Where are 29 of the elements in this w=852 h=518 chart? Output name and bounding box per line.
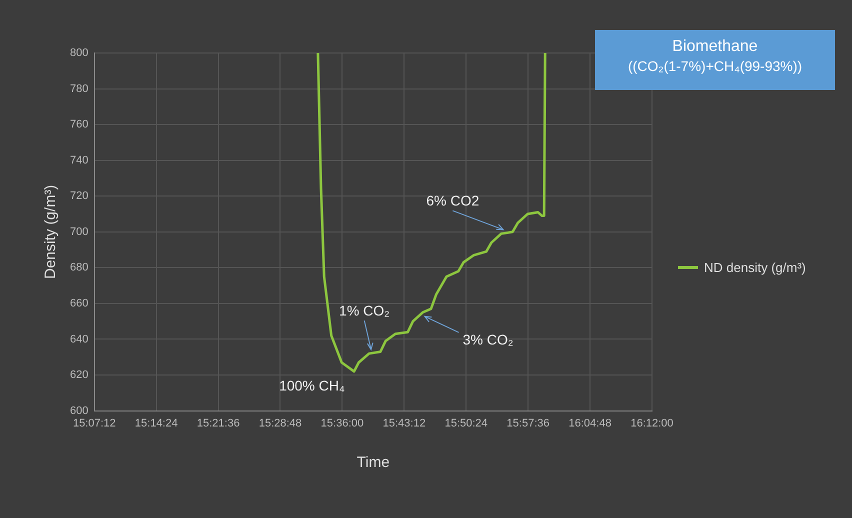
x-tick-label: 15:43:12 — [382, 417, 426, 430]
title-box: Biomethane ((CO₂(1-7%)+CH₄(99-93%)) — [595, 30, 835, 90]
annotation: 3% CO₂ — [462, 331, 514, 348]
x-tick-label: 15:14:24 — [134, 417, 178, 430]
annotation: 100% CH₄ — [279, 377, 345, 394]
x-axis-title: Time — [356, 454, 390, 472]
y-tick-label: 760 — [70, 118, 88, 131]
y-tick-label: 640 — [70, 333, 88, 346]
y-tick-label: 660 — [70, 297, 88, 310]
y-tick-label: 800 — [70, 47, 88, 60]
annotation: 1% CO₂ — [339, 302, 390, 318]
x-tick-label: 16:12:00 — [630, 417, 674, 430]
y-axis-title: Density (g/m³) — [42, 184, 60, 279]
y-tick-label: 780 — [70, 82, 88, 95]
y-tick-label: 720 — [70, 190, 88, 202]
x-tick-label: 16:04:48 — [568, 417, 612, 430]
y-tick-label: 620 — [70, 369, 88, 382]
y-tick-label: 740 — [70, 154, 88, 166]
annotation: 6% CO2 — [426, 192, 480, 209]
x-tick-label: 15:07:12 — [72, 417, 116, 430]
x-tick-label: 15:50:24 — [444, 417, 488, 430]
y-tick-label: 680 — [70, 262, 88, 274]
y-tick-label: 600 — [70, 404, 88, 417]
x-tick-label: 15:28:48 — [258, 417, 302, 430]
x-tick-label: 15:57:36 — [506, 417, 550, 430]
y-tick-label: 700 — [70, 226, 88, 238]
legend-label: ND density (g/m³) — [704, 260, 806, 275]
x-tick-label: 15:21:36 — [196, 417, 240, 430]
x-tick-label: 15:36:00 — [320, 417, 364, 430]
